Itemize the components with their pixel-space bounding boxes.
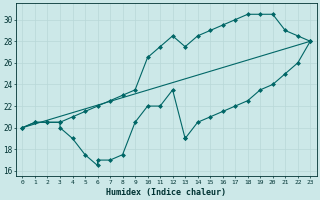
X-axis label: Humidex (Indice chaleur): Humidex (Indice chaleur) — [106, 188, 226, 197]
